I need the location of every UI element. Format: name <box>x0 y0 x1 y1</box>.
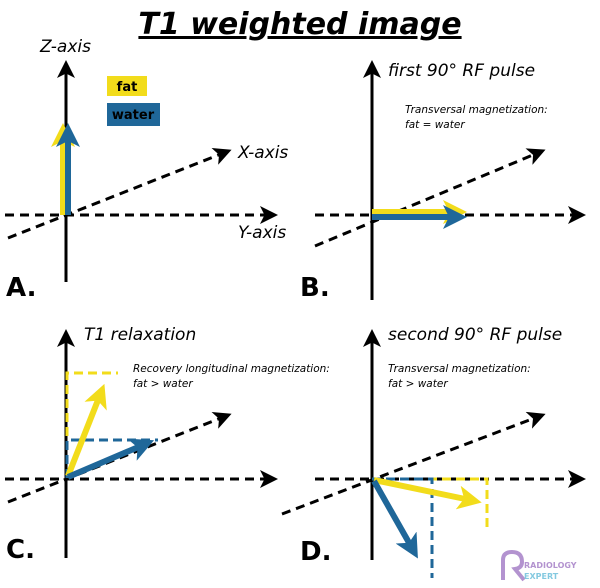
radiology-expert-logo: RADIOLOGY EXPERT <box>501 549 577 582</box>
legend-fat-label: fat <box>117 80 138 95</box>
main-title: T1 weighted image <box>138 7 461 42</box>
panel-d-label: D. <box>300 537 331 567</box>
water-vector <box>371 479 418 559</box>
x-axis-label: X-axis <box>237 143 288 163</box>
legend-fat-swatch <box>107 76 147 96</box>
panel-b-note-1: Transversal magnetization: <box>405 104 548 116</box>
panel-a-label: A. <box>6 273 36 303</box>
z-axis-label: Z-axis <box>39 37 91 57</box>
water-vector <box>66 438 155 480</box>
legend-water-label: water <box>112 108 155 123</box>
panel-b-title: first 90° RF pulse <box>388 61 535 81</box>
x-axis-line <box>7 412 232 504</box>
y-axis-label: Y-axis <box>238 223 286 243</box>
fat-vector <box>65 383 107 478</box>
panel-c-title: T1 relaxation <box>84 325 196 345</box>
panel-c-note-2: fat > water <box>133 378 193 390</box>
logo-mark-icon <box>501 549 526 582</box>
water-projection <box>372 477 434 578</box>
panel-b-note-2: fat = water <box>405 119 465 131</box>
x-axis-line <box>314 148 546 248</box>
legend-water-swatch <box>107 103 160 126</box>
panel-c: T1 relaxation Recovery longitudinal magn… <box>5 325 330 565</box>
x-axis-line <box>7 148 232 240</box>
panel-c-label: C. <box>6 535 35 565</box>
panel-d: second 90° RF pulse Transversal magnetiz… <box>281 325 586 578</box>
fat-vector <box>373 477 482 510</box>
panel-c-note-1: Recovery longitudinal magnetization: <box>133 363 330 375</box>
panel-b: first 90° RF pulse Transversal magnetiza… <box>300 60 586 303</box>
panel-d-note-1: Transversal magnetization: <box>388 363 531 375</box>
svg-text:RADIOLOGY: RADIOLOGY <box>524 561 577 570</box>
panel-b-label: B. <box>300 273 330 303</box>
panel-d-title: second 90° RF pulse <box>388 325 562 345</box>
x-axis-line <box>281 411 546 516</box>
svg-text:EXPERT: EXPERT <box>524 572 559 581</box>
fat-projection <box>372 477 489 530</box>
panel-d-note-2: fat > water <box>388 378 448 390</box>
panel-a: Z-axis X-axis Y-axis fat water A. <box>5 37 288 303</box>
